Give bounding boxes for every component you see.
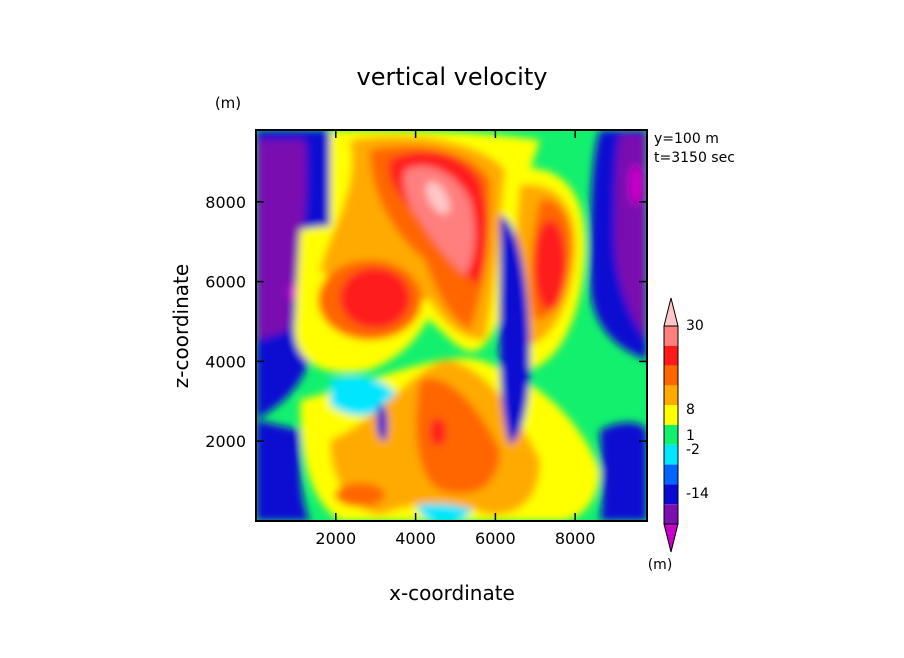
colorbar-outline (663, 325, 679, 525)
chart-title: vertical velocity (357, 63, 548, 91)
y-axis-unit: (m) (215, 94, 241, 112)
x-axis-label: x-coordinate (389, 581, 515, 605)
x-tick-label: 6000 (475, 529, 516, 548)
x-tick-label: 8000 (555, 529, 596, 548)
colorbar-label: -14 (686, 486, 709, 502)
colorbar-band (664, 365, 678, 386)
colorbar-band (664, 425, 678, 445)
x-tick-label: 2000 (315, 529, 356, 548)
colorbar-band (664, 385, 678, 406)
colorbar-band (664, 405, 678, 425)
colorbar-band (664, 444, 678, 465)
y-tick-label: 2000 (205, 432, 246, 451)
colorbar-band (664, 484, 678, 505)
colorbar-min-arrow (663, 523, 679, 553)
y-axis-ticks: 2000 4000 6000 8000 (205, 193, 647, 451)
y-axis-label: z-coordinate (169, 264, 193, 388)
colorbar-band (664, 464, 678, 485)
colorbar-unit: (m) (648, 557, 673, 573)
colorbar-band (664, 504, 678, 524)
colorbar-band (664, 345, 678, 366)
annotation-time: t=3150 sec (654, 150, 735, 166)
colorbar-band (664, 326, 678, 346)
colorbar: 30 8 1-2 -14 (663, 297, 709, 553)
y-tick-label: 4000 (205, 352, 246, 371)
heatmap-field (256, 130, 647, 521)
y-tick-label: 8000 (205, 193, 246, 212)
annotation-y-position: y=100 m (654, 131, 719, 147)
plot-frame (255, 129, 648, 522)
colorbar-label: 30 (686, 318, 704, 334)
colorbar-max-arrow (663, 297, 679, 327)
colorbar-label: 8 (686, 402, 695, 418)
colorbar-label: -2 (686, 442, 700, 458)
x-tick-label: 4000 (395, 529, 436, 548)
colorbar-label: 1 (686, 428, 695, 444)
y-tick-label: 6000 (205, 273, 246, 292)
x-axis-ticks: 2000 4000 6000 8000 (315, 130, 596, 548)
